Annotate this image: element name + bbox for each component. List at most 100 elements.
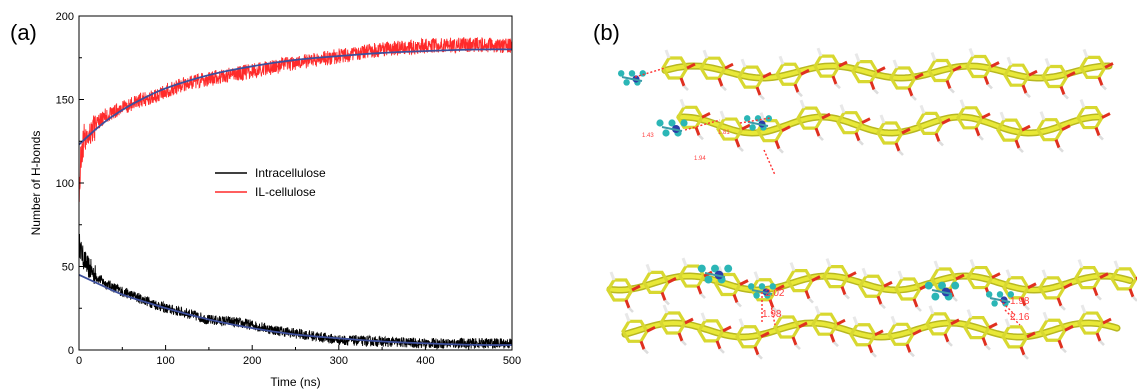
hydrogen-bond-stick [1025,92,1031,99]
ionic-liquid-atom [769,283,777,290]
oxygen-bond [762,71,772,79]
oxygen-bond [686,62,696,70]
y-tick-label: 100 [56,178,74,190]
x-tick-label: 200 [243,355,261,367]
hydrogen-bond-stick [1058,146,1064,153]
ionic-liquid-atom [668,119,676,127]
hydrogen-bond-stick [624,312,631,322]
x-tick-label: 0 [76,355,82,367]
oxygen-bond [701,111,711,119]
oxygen-bond [1063,282,1073,290]
hydrogen-bond-stick [814,305,821,315]
oxygen-bond [876,66,886,73]
hydrogen-bond-stick [818,135,824,142]
fit-curve-2 [78,274,512,346]
hydrogen-bond-stick [1039,111,1046,121]
hydrogen-bond-stick [949,87,955,94]
oxygen-bond [739,279,749,286]
hydrogen-bond-stick [1023,353,1029,360]
hydroxyl-bond [905,343,912,353]
hydroxyl-bond [907,87,914,97]
hydrogen-bond-stick [1132,295,1137,302]
ionic-liquid-atom [680,119,688,127]
hbond-distance-label: 1.98 [1010,296,1030,307]
legend-label-il-cellulose: IL-cellulose [255,185,316,199]
cellulose-backbone-highlight [678,114,1102,136]
hydrogen-bond-stick [969,259,976,269]
hydrogen-bond-stick [778,55,785,65]
hydroxyl-bond [894,142,901,152]
oxygen-bond [1021,124,1031,132]
oxygen-bond [722,325,732,333]
hydrogen-bond-stick [1079,99,1086,109]
oxygen-bond [883,280,893,288]
hydroxyl-bond [1097,76,1104,86]
hydroxyl-bond [912,298,919,308]
hydrogen-bond-stick [1042,311,1049,321]
hydrogen-bond-stick [1077,259,1084,269]
ionic-liquid-atom [758,283,766,290]
hydrogen-bond-stick [808,297,814,304]
oxygen-bond [847,271,857,278]
hydroxyl-bond [945,80,952,90]
hydrogen-bond-stick [776,308,783,318]
hydrogen-bond-stick [797,91,803,98]
x-tick-label: 500 [503,355,521,367]
ionic-liquid-bond [661,126,683,132]
ionic-liquid-atom [639,70,647,77]
hydrogen-bond-stick [1006,56,1013,66]
oxygen-bond [952,65,962,72]
ionic-liquid-atom [754,115,762,122]
hydroxyl-bond [934,132,941,142]
ionic-liquid-atom [991,300,998,307]
oxygen-bond [1101,112,1111,119]
hydrogen-bond-stick [897,270,904,280]
series-line-intracellulose [78,233,513,350]
oxygen-bond [1104,62,1114,69]
oxygen-bond [941,118,951,125]
hydroxyl-bond [1021,84,1028,94]
hydroxyl-bond [793,83,800,93]
ionic-liquid-atom [628,70,636,77]
oxygen-bond [741,123,751,131]
ionic-liquid-atom [697,264,706,273]
ionic-liquid-bond [621,76,643,82]
oxygen-bond [912,328,922,336]
ionic-liquid-atom [724,264,733,273]
hydroxyl-bond [1014,139,1021,149]
hydrogen-bond-stick [795,344,801,350]
cellulose-backbone-highlight [608,273,1132,293]
hydroxyl-bond [1056,297,1063,307]
oxygen-bond [1027,282,1037,290]
hydroxyl-bond [829,333,836,343]
hydrogen-bond-stick [952,296,958,302]
hydrogen-bond-stick [1098,134,1104,141]
oxygen-bond [1064,324,1074,332]
hydrogen-bond-stick [825,258,832,268]
hydroxyl-bond [791,336,798,346]
hydroxyl-bond [1019,346,1026,356]
hydroxyl-bond [981,337,988,347]
oxygen-bond [798,321,808,329]
hydroxyl-bond [679,77,686,87]
hydrogen-bond-stick [911,95,917,101]
hydroxyl-bond [755,86,762,96]
hydrogen-bond-stick [1113,260,1120,270]
hydrogen-bond-stick [947,340,953,347]
hydroxyl-bond [639,340,646,350]
oxygen-bond [1028,69,1038,77]
hydrogen-bond-stick [778,147,784,154]
hydrogen-bond-stick [759,112,766,122]
panel-b-label: (b) [593,20,620,45]
hydrogen-bond-stick [959,99,966,109]
hbond-distance-label: 1.81 [718,130,730,136]
hydroxyl-bond [753,346,760,356]
hydroxyl-bond [867,344,874,354]
hydrogen-bond-stick [1060,304,1066,311]
oxygen-bond [988,322,998,329]
oxygen-bond [836,318,846,326]
fit-curve-1 [78,48,512,146]
ionic-liquid-bond [747,121,769,127]
hydroxyl-bond [831,75,838,85]
oxygen-bond [1102,317,1112,325]
